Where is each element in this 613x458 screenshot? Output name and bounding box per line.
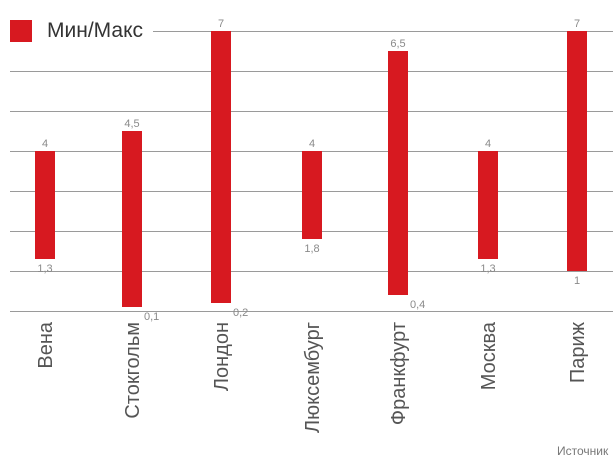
source-note: Источник — [557, 444, 609, 458]
min-label: 0,4 — [410, 299, 425, 311]
category-label: Вена — [35, 321, 57, 369]
legend-swatch — [10, 20, 32, 42]
min-label: 1 — [574, 275, 580, 287]
max-label: 4 — [309, 138, 315, 150]
max-label: 4 — [42, 138, 48, 150]
min-label: 1,3 — [37, 263, 52, 275]
bar — [567, 31, 587, 271]
max-label: 7 — [218, 18, 224, 30]
legend-label: Мин/Макс — [47, 19, 143, 42]
min-label: 0,2 — [233, 307, 248, 319]
max-label: 4,5 — [124, 118, 139, 130]
max-label: 7 — [574, 18, 580, 30]
bar — [478, 151, 498, 259]
bars — [35, 31, 587, 307]
category-label: Люксембург — [302, 322, 324, 433]
legend: Мин/Макс — [10, 14, 153, 48]
min-label: 1,3 — [480, 263, 495, 275]
max-label: 6,5 — [390, 38, 405, 50]
bar — [302, 151, 322, 239]
min-label: 1,8 — [304, 243, 319, 255]
category-label: Стокгольм — [122, 322, 144, 419]
category-label: Москва — [478, 321, 500, 390]
category-label: Лондон — [211, 322, 233, 391]
min-label: 0,1 — [144, 311, 159, 323]
bar — [122, 131, 142, 307]
data-labels: 4 1,3 4,5 0,1 7 0,2 4 1,8 6,5 0,4 4 1,3 7 1 — [37, 18, 580, 323]
bar — [211, 31, 231, 303]
category-label: Франкфурт — [388, 322, 410, 425]
bar — [388, 51, 408, 295]
max-label: 4 — [485, 138, 491, 150]
category-labels: Вена Стокгольм Лондон Люксембург Франкфурт Мо… — [35, 321, 589, 433]
category-label: Париж — [567, 321, 589, 383]
bar — [35, 151, 55, 259]
